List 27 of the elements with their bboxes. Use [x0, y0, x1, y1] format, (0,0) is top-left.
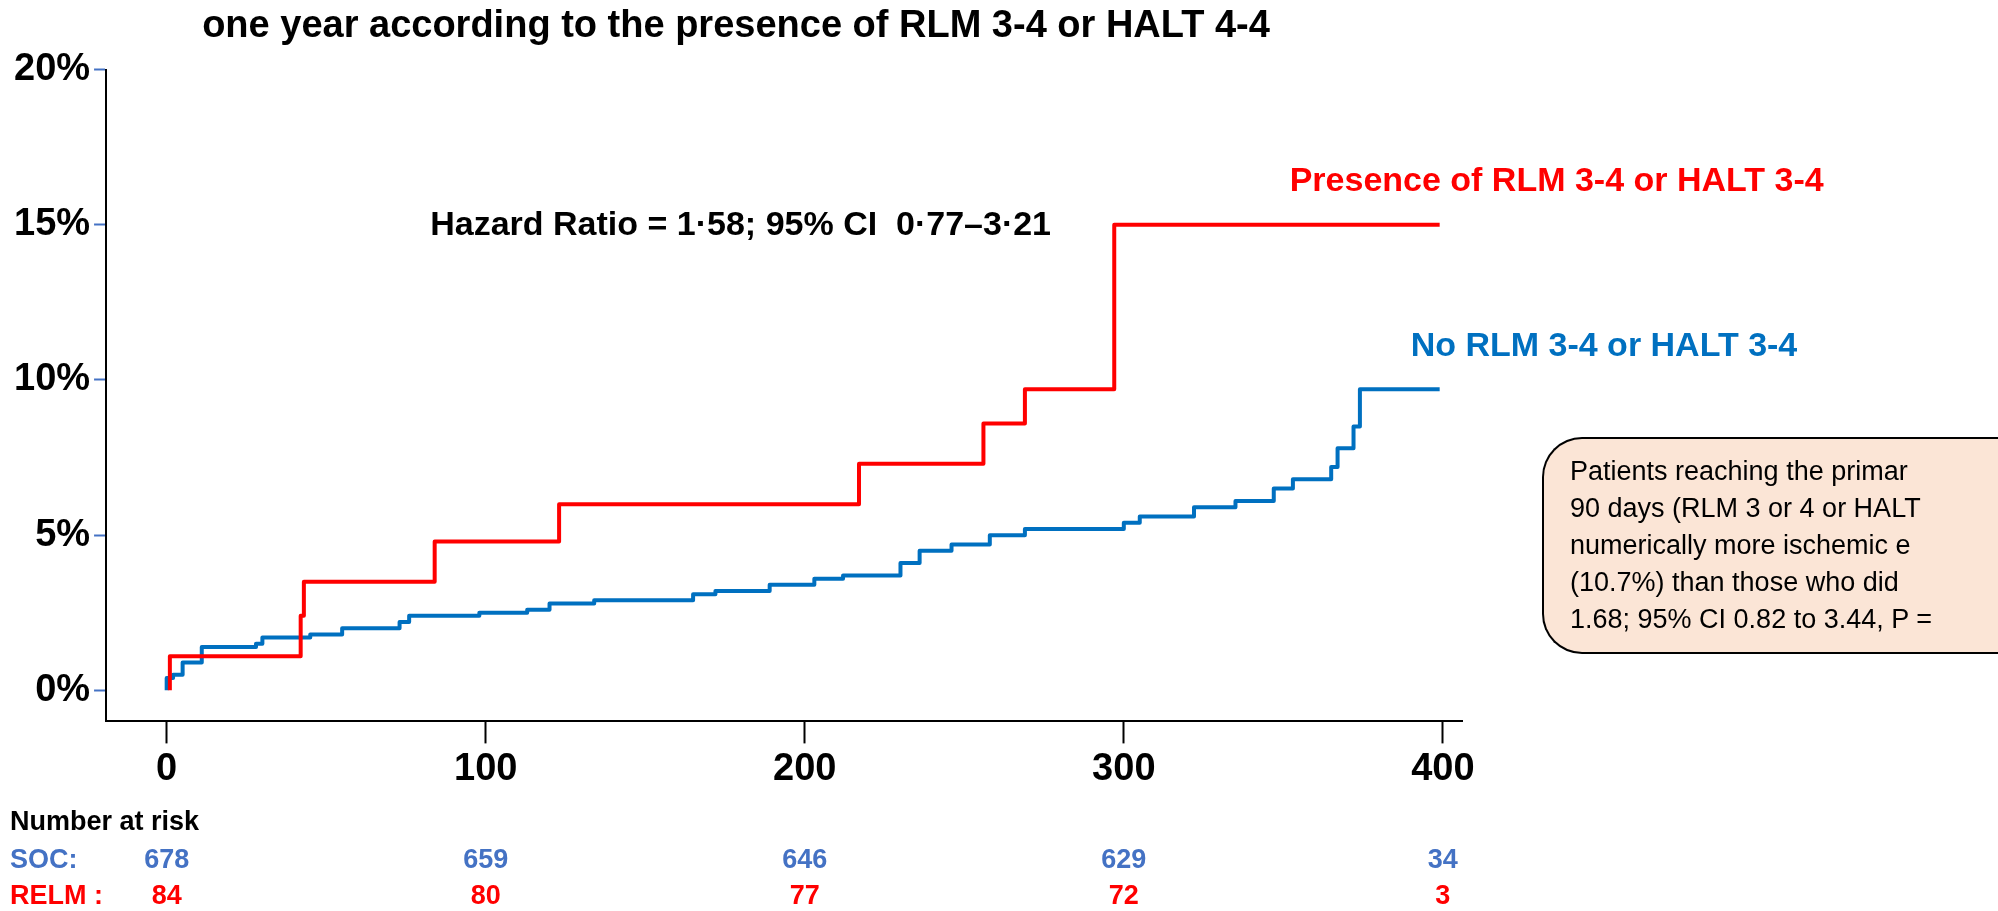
y-tick-label: 0%	[35, 666, 91, 709]
text: 646	[782, 844, 828, 875]
series-label: Presence of RLM 3-4 or HALT 3-4	[1289, 160, 1824, 199]
y-tick-label: 15%	[13, 201, 91, 244]
series-label: No RLM 3-4 or HALT 3-4	[1410, 324, 1798, 363]
text: 80	[470, 880, 501, 911]
text: 629	[1101, 844, 1147, 875]
annotation: Hazard Ratio = 1·58; 95% CI 0·77–3·21	[430, 204, 1052, 243]
x-tick-label: 0	[156, 745, 178, 788]
y-tick-label: 5%	[35, 511, 91, 554]
x-tick-label: 200	[773, 745, 837, 788]
y-tick-label: 20%	[13, 46, 91, 89]
text: Number at risk	[10, 806, 201, 837]
x-tick-label: 300	[1092, 745, 1156, 788]
text: 678	[144, 844, 190, 875]
text: 84	[151, 880, 182, 911]
text: 3	[1435, 880, 1451, 911]
text: SOC:	[10, 844, 78, 875]
text: 72	[1108, 880, 1139, 911]
y-tick-label: 10%	[13, 356, 91, 399]
text: 34	[1427, 844, 1458, 875]
chart-title: one year according to the presence of RLM 3-4 or HALT 4-4	[202, 3, 1270, 46]
text: RELM :	[10, 880, 103, 911]
x-tick-label: 400	[1411, 745, 1475, 788]
x-tick-label: 100	[454, 745, 518, 788]
text: 659	[463, 844, 509, 875]
text: 77	[789, 880, 820, 911]
